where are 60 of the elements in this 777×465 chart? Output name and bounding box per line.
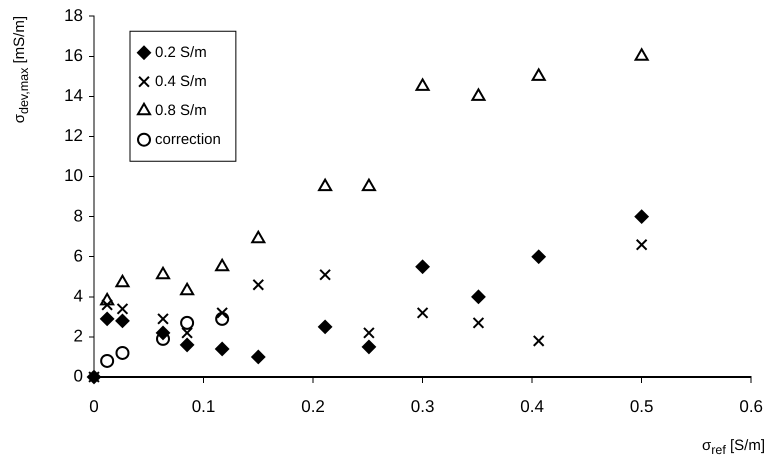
point [251,350,266,364]
point [216,306,228,319]
point [416,78,430,91]
x-tick-label: 0.3 [410,396,434,416]
point [251,230,266,244]
point [215,258,230,272]
point [181,326,194,339]
point [116,302,128,315]
x-tick-label: 0.2 [301,396,325,416]
point [157,312,169,325]
point [362,178,376,192]
point [100,354,114,368]
point [472,316,484,329]
point [636,238,648,251]
point [115,346,130,360]
point [215,312,230,326]
point [100,292,114,306]
y-tick-label: 10 [64,166,83,186]
y-tick-label: 4 [74,286,83,306]
x-axis-title: σ$_{ref}$ [S/m] [702,436,765,459]
y-tick-label: 18 [64,6,83,25]
point [100,312,114,326]
point [318,320,332,334]
legend-label: 0.2 S/m [155,44,207,61]
point [180,316,194,330]
point [180,282,194,296]
x-tick-label: 0.1 [192,396,216,416]
point [318,178,332,192]
point [634,210,649,224]
legend-label: correction [155,130,221,148]
point [215,342,230,356]
point [362,340,376,354]
y-tick-label: 2 [74,326,83,346]
point [471,88,486,101]
x-tick-label: 0.6 [739,396,764,416]
point [180,338,194,352]
point [252,278,264,291]
y-tick-label: 6 [74,246,83,266]
point [115,314,130,328]
x-tick-label: 0.5 [630,396,654,416]
point [416,260,430,274]
y-tick-label: 14 [64,86,83,106]
legend-label: 0.4 S/m [155,72,207,90]
x-tick-label: 0 [89,396,99,416]
point [634,48,649,61]
point [319,268,332,281]
point [416,306,429,319]
point [156,266,170,280]
point [532,250,546,264]
y-tick-label: 8 [74,206,83,226]
point [471,290,486,304]
legend-label: 0.8 S/m [155,102,207,119]
point [115,274,130,288]
point [532,68,546,81]
y-tick-label: 12 [64,126,83,146]
y-tick-label: 16 [64,46,83,65]
point [362,326,375,339]
x-tick-label: 0.4 [520,396,544,416]
y-tick-label: 0 [74,366,83,386]
point [532,334,545,347]
